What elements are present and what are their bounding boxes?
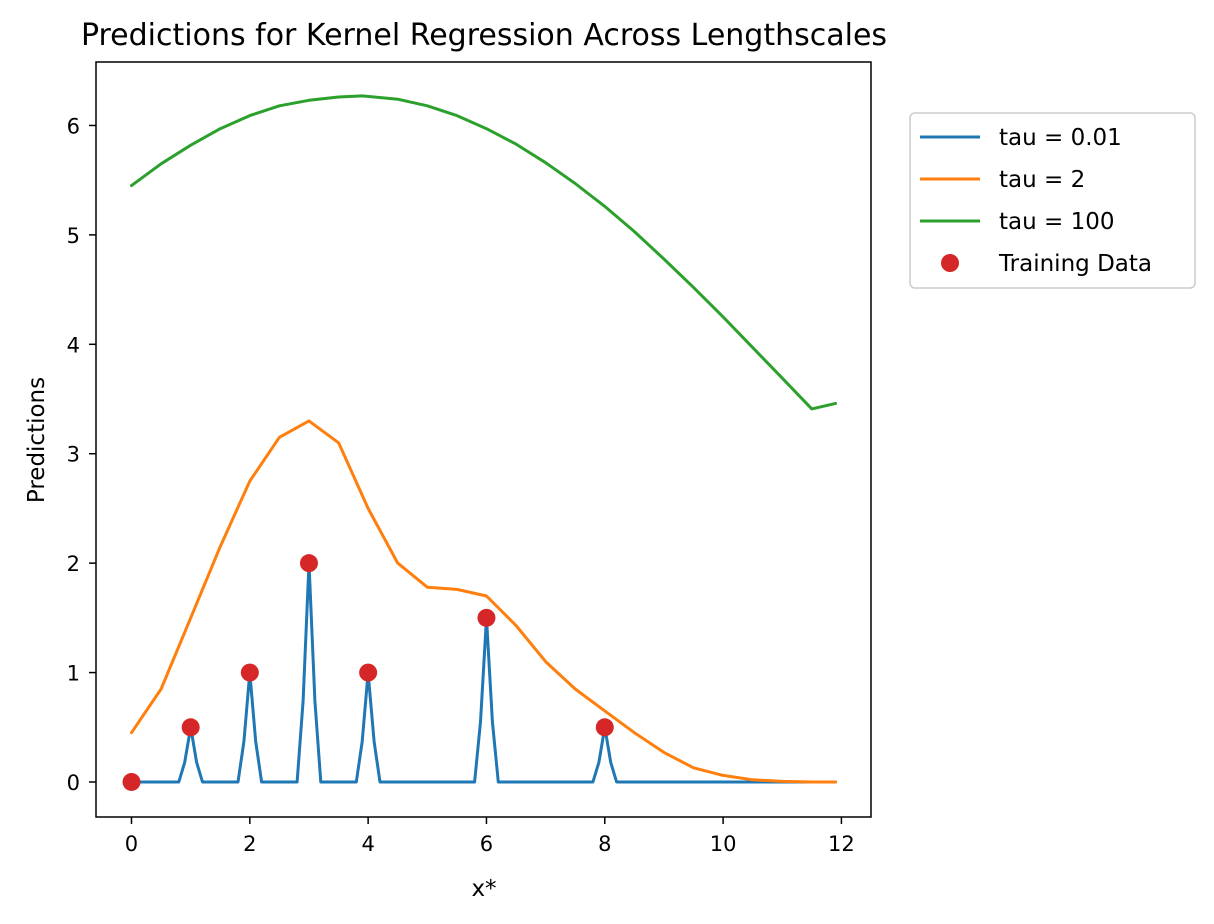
chart-title: Predictions for Kernel Regression Across… [81,18,887,53]
x-tick-label: 8 [598,832,611,856]
legend-label-tau-2: tau = 2 [999,167,1085,193]
legend-label-tau-100: tau = 100 [999,209,1114,235]
y-tick-label: 3 [67,443,80,467]
series-line-1 [130,419,837,784]
series-lines [130,94,837,784]
y-axis-ticks: 0 1 2 3 4 5 6 [67,114,96,795]
plot-area [95,61,872,818]
training-point [299,554,318,573]
training-point [477,608,496,627]
x-tick-label: 0 [125,832,138,856]
y-tick-label: 0 [67,771,80,795]
training-point [181,718,200,737]
legend: tau = 0.01 tau = 2 tau = 100 Training Da… [909,112,1196,289]
y-axis-label: Predictions [24,377,50,503]
y-tick-label: 4 [67,333,80,357]
x-tick-label: 12 [828,832,855,856]
training-point [359,663,378,682]
y-tick-label: 6 [67,114,80,138]
legend-label-tau-0-01: tau = 0.01 [999,125,1122,151]
legend-box [909,112,1196,289]
x-tick-label: 10 [710,832,737,856]
y-tick-label: 1 [67,662,80,686]
plot-frame [95,61,872,818]
series-line-0 [130,561,837,784]
training-point [122,772,141,791]
training-point [595,718,614,737]
x-axis-label: x* [471,876,496,902]
x-tick-label: 4 [361,832,374,856]
x-tick-label: 6 [480,832,493,856]
x-axis-ticks: 0 2 4 6 8 10 12 [125,817,855,856]
training-point [240,663,259,682]
y-tick-label: 2 [67,552,80,576]
legend-marker-training-data [941,254,959,272]
x-tick-label: 2 [243,832,256,856]
legend-label-training-data: Training Data [998,251,1152,277]
training-points [122,554,614,791]
series-line-2 [130,94,837,411]
y-tick-label: 5 [67,224,80,248]
